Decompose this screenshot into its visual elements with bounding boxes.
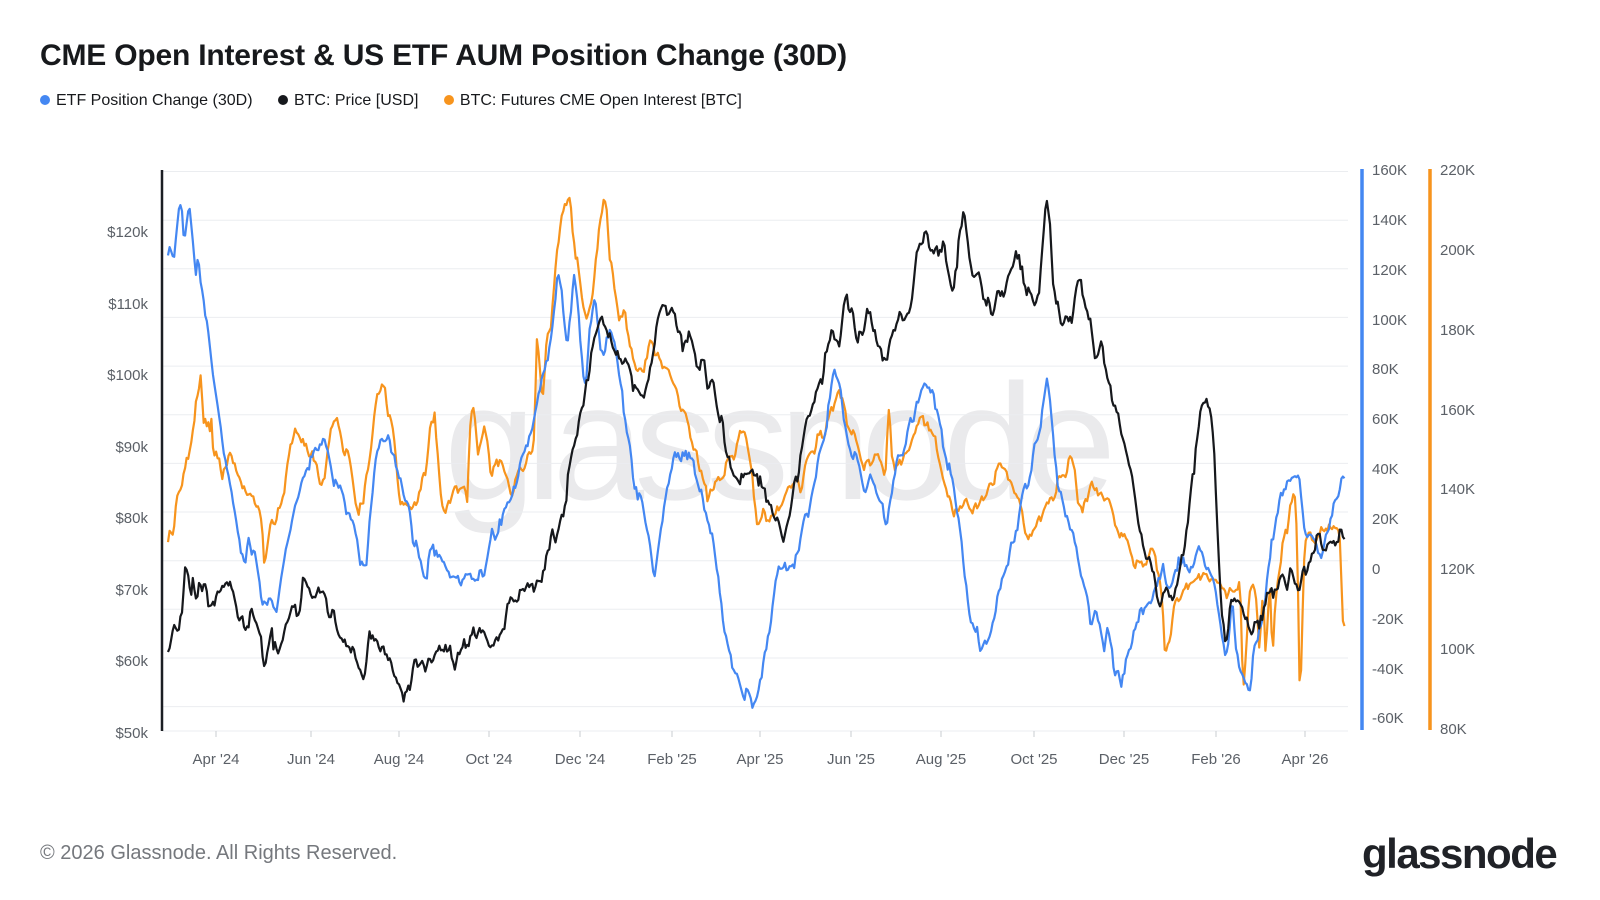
svg-text:$90k: $90k xyxy=(115,439,148,456)
svg-text:Feb '26: Feb '26 xyxy=(1191,751,1241,768)
svg-text:-40K: -40K xyxy=(1372,661,1404,678)
svg-text:100K: 100K xyxy=(1372,312,1407,329)
svg-text:Apr '24: Apr '24 xyxy=(192,751,239,768)
svg-text:Dec '25: Dec '25 xyxy=(1099,751,1149,768)
svg-text:80K: 80K xyxy=(1372,361,1399,378)
svg-text:0: 0 xyxy=(1372,561,1380,578)
svg-text:Oct '25: Oct '25 xyxy=(1010,751,1057,768)
svg-text:Apr '26: Apr '26 xyxy=(1281,751,1328,768)
svg-text:60K: 60K xyxy=(1372,411,1399,428)
svg-text:200K: 200K xyxy=(1440,242,1475,259)
svg-text:$60k: $60k xyxy=(115,653,148,670)
svg-text:Jun '25: Jun '25 xyxy=(827,751,875,768)
svg-text:160K: 160K xyxy=(1372,162,1407,179)
svg-text:-20K: -20K xyxy=(1372,611,1404,628)
svg-text:Aug '25: Aug '25 xyxy=(916,751,966,768)
svg-text:$70k: $70k xyxy=(115,582,148,599)
svg-text:80K: 80K xyxy=(1440,721,1467,738)
svg-text:Oct '24: Oct '24 xyxy=(465,751,512,768)
svg-text:Feb '25: Feb '25 xyxy=(647,751,697,768)
svg-text:180K: 180K xyxy=(1440,322,1475,339)
svg-text:Dec '24: Dec '24 xyxy=(555,751,605,768)
svg-text:Aug '24: Aug '24 xyxy=(374,751,424,768)
svg-text:120K: 120K xyxy=(1440,561,1475,578)
svg-text:140K: 140K xyxy=(1440,481,1475,498)
svg-text:$100k: $100k xyxy=(107,367,148,384)
svg-text:$120k: $120k xyxy=(107,224,148,241)
svg-text:-60K: -60K xyxy=(1372,710,1404,727)
svg-text:Apr '25: Apr '25 xyxy=(736,751,783,768)
svg-text:220K: 220K xyxy=(1440,162,1475,179)
svg-text:160K: 160K xyxy=(1440,402,1475,419)
svg-text:100K: 100K xyxy=(1440,641,1475,658)
svg-text:140K: 140K xyxy=(1372,212,1407,229)
svg-text:120K: 120K xyxy=(1372,262,1407,279)
svg-text:$110k: $110k xyxy=(108,296,148,313)
svg-text:20K: 20K xyxy=(1372,511,1399,528)
svg-text:$80k: $80k xyxy=(115,510,148,527)
svg-text:Jun '24: Jun '24 xyxy=(287,751,335,768)
svg-text:$50k: $50k xyxy=(115,725,148,742)
svg-text:40K: 40K xyxy=(1372,461,1399,478)
